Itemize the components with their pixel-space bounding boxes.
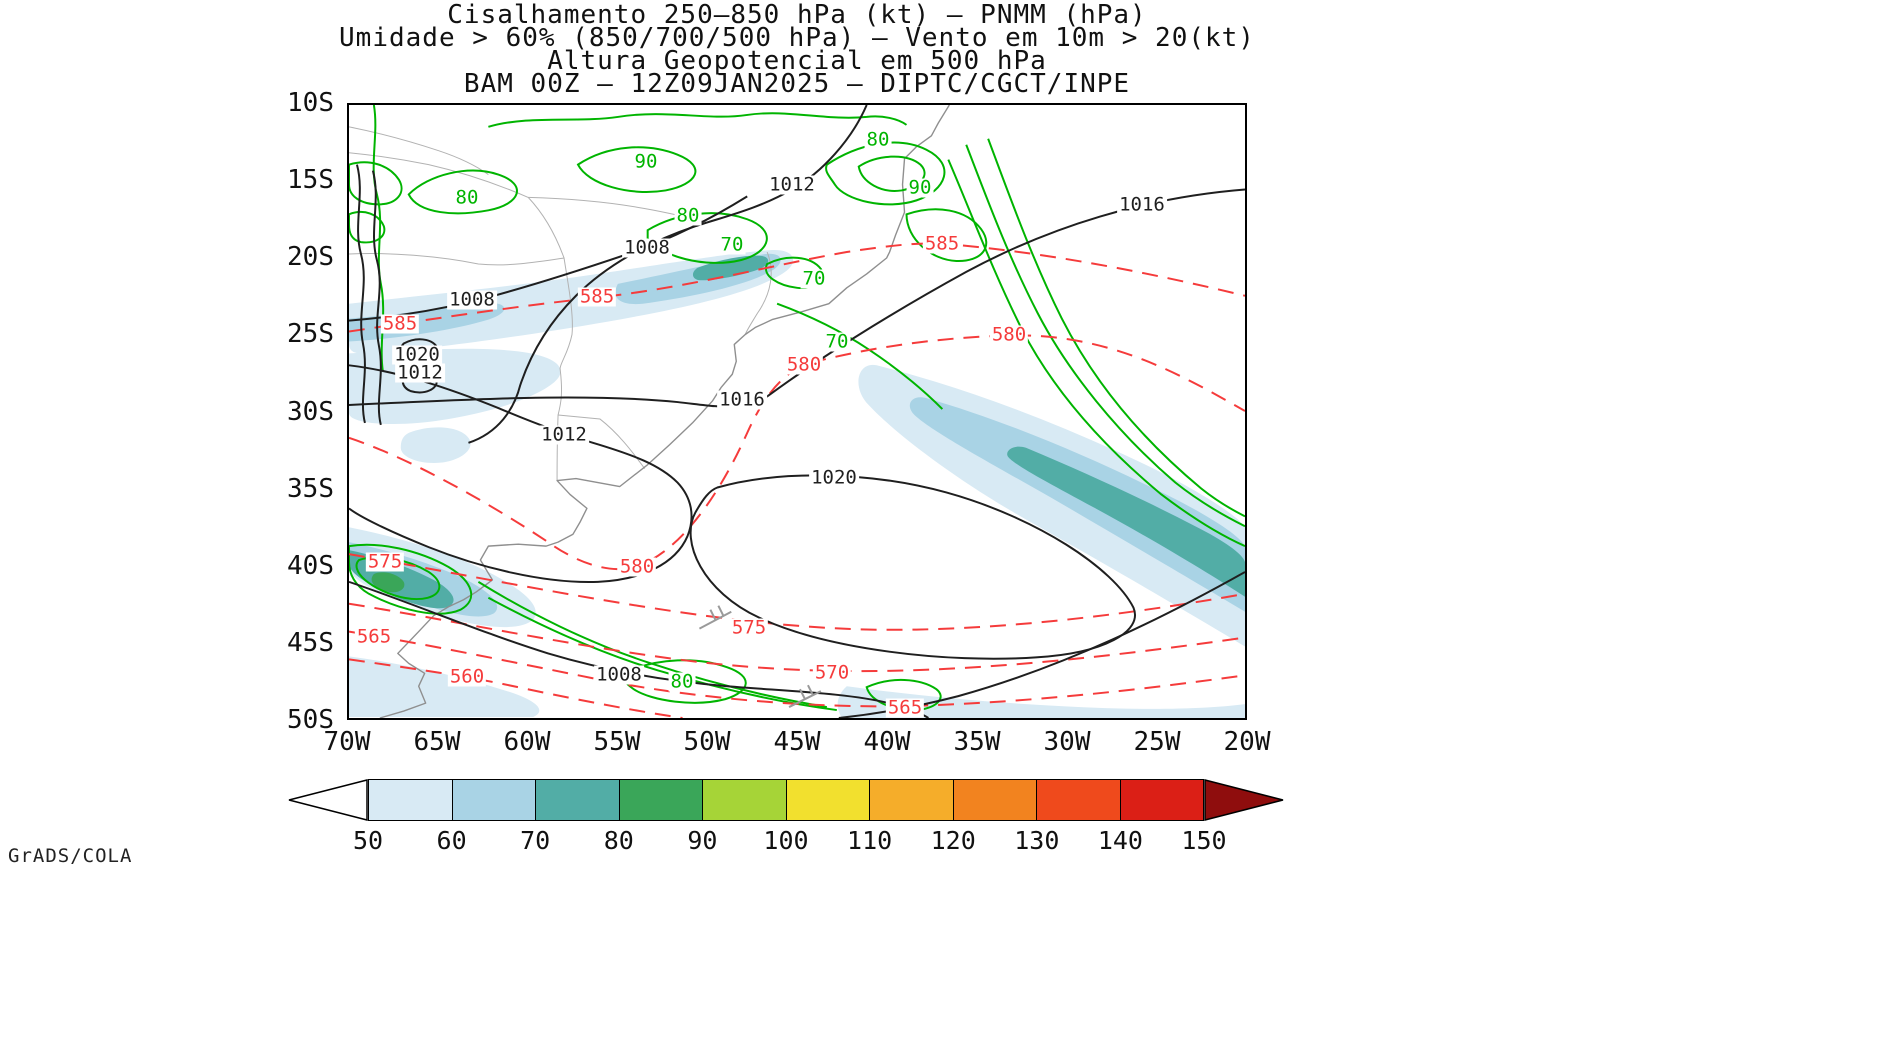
contour-label-geopotential: 585 <box>577 285 617 308</box>
lon-tick-label: 65W <box>413 727 461 757</box>
colorbar-tick-label: 100 <box>763 826 809 855</box>
contour-label-humidity_shear: 70 <box>800 267 828 290</box>
contour-label-pnmm: 1008 <box>594 663 644 686</box>
contour-label-pnmm: 1008 <box>447 288 497 311</box>
contour-label-humidity_shear: 80 <box>674 204 702 227</box>
colorbar-cell <box>702 779 787 821</box>
contour-label-humidity_shear: 90 <box>906 176 934 199</box>
colorbar-tick-label: 110 <box>847 826 893 855</box>
lat-tick-label: 25S <box>287 319 334 350</box>
lat-tick-label: 35S <box>287 473 334 504</box>
colorbar-tick-label: 150 <box>1181 826 1227 855</box>
lon-tick-label: 30W <box>1043 727 1091 757</box>
pnmm-contours <box>349 105 1245 718</box>
colorbar: 50 60 70 80 90 100 110 120 130 140 150 <box>287 779 1285 879</box>
colorbar-cell <box>1036 779 1121 821</box>
contour-label-geopotential: 575 <box>729 616 769 639</box>
contour-label-humidity_shear: 80 <box>864 128 892 151</box>
colorbar-cells <box>368 779 1204 821</box>
contour-label-humidity_shear: 70 <box>718 233 746 256</box>
colorbar-cell <box>869 779 954 821</box>
lon-tick-label: 55W <box>593 727 641 757</box>
lon-tick-label: 70W <box>323 727 371 757</box>
colorbar-tick-label: 120 <box>930 826 976 855</box>
lat-tick-label: 50S <box>287 705 334 735</box>
contour-label-pnmm: 1012 <box>767 173 817 196</box>
colorbar-tick-label: 130 <box>1014 826 1060 855</box>
colorbar-cell <box>451 779 536 821</box>
lon-axis: 70W 65W 60W 55W 50W 45W 40W 35W 30W 25W 20W <box>324 727 1271 761</box>
lat-axis: 10S 15S 20S 25S 30S 35S 40S 45S 50S <box>238 88 338 735</box>
colorbar-right-arrow <box>1204 779 1284 821</box>
contour-label-geopotential: 560 <box>447 665 487 688</box>
colorbar-cell <box>368 779 453 821</box>
lon-tick-label: 25W <box>1133 727 1181 757</box>
coastline <box>379 105 950 718</box>
contour-label-layer: 1016 1012 1008 1008 1020 1012 1012 1016 1020 1008… <box>349 105 1245 718</box>
colorbar-tick-label: 70 <box>520 826 551 855</box>
lat-tick-label: 15S <box>287 165 334 196</box>
colorbar-left-arrow <box>288 779 368 821</box>
colorbar-cell <box>785 779 870 821</box>
contour-label-geopotential: 570 <box>812 661 852 684</box>
colorbar-tick-label: 80 <box>603 826 634 855</box>
contour-label-geopotential: 585 <box>380 312 420 335</box>
lon-tick-label: 60W <box>503 727 551 757</box>
contour-label-geopotential: 565 <box>354 625 394 648</box>
colorbar-tick-label: 60 <box>436 826 467 855</box>
title-line-4: BAM 00Z – 12Z09JAN2025 – DIPTC/CGCT/INPE <box>463 69 1131 99</box>
colorbar-cell <box>952 779 1037 821</box>
chart-titles: Cisalhamento 250–850 hPa (kt) – PNMM (hP… <box>297 0 1297 99</box>
contour-label-geopotential: 580 <box>617 555 657 578</box>
contour-label-pnmm: 1020 <box>809 466 859 489</box>
contour-label-pnmm: 1012 <box>539 423 589 446</box>
lat-tick-label: 40S <box>287 550 334 581</box>
contour-label-pnmm: 1012 <box>395 361 445 384</box>
colorbar-tick-label: 140 <box>1097 826 1143 855</box>
title-line-3: Altura Geopotencial em 500 hPa <box>547 46 1047 76</box>
contour-label-geopotential: 565 <box>885 696 925 719</box>
title-line-1: Cisalhamento 250–850 hPa (kt) – PNMM (hP… <box>447 0 1147 30</box>
contour-label-pnmm: 1016 <box>717 388 767 411</box>
lon-tick-label: 50W <box>683 727 731 757</box>
contour-label-humidity_shear: 90 <box>632 150 660 173</box>
lat-tick-label: 45S <box>287 627 334 658</box>
title-line-2: Umidade > 60% (850/700/500 hPa) – Vento … <box>339 23 1255 53</box>
contour-label-humidity_shear: 70 <box>823 330 851 353</box>
colorbar-cell <box>535 779 620 821</box>
contour-label-pnmm: 1020 <box>392 343 442 366</box>
colorbar-cell <box>1119 779 1204 821</box>
lon-tick-label: 45W <box>773 727 821 757</box>
lat-tick-label: 30S <box>287 396 334 427</box>
contour-label-pnmm: 1008 <box>622 236 672 259</box>
colorbar-tick-label: 50 <box>352 826 384 855</box>
contour-label-humidity_shear: 80 <box>668 670 696 693</box>
lon-tick-label: 20W <box>1223 727 1271 757</box>
wind-barbs <box>698 605 822 708</box>
geopotential-contours <box>349 242 1245 718</box>
contour-label-pnmm: 1016 <box>1117 193 1167 216</box>
grads-watermark: GrADS/COLA <box>8 845 133 867</box>
lon-tick-label: 40W <box>863 727 911 757</box>
contour-label-geopotential: 580 <box>784 353 824 376</box>
contour-label-geopotential: 585 <box>922 232 962 255</box>
contour-label-geopotential: 580 <box>989 323 1029 346</box>
contour-label-geopotential: 575 <box>365 550 405 573</box>
map-plot: 1016 1012 1008 1008 1020 1012 1012 1016 1020 1008… <box>347 103 1247 720</box>
lon-tick-label: 35W <box>953 727 1001 757</box>
colorbar-tick-label: 90 <box>687 826 718 855</box>
contour-label-humidity_shear: 80 <box>453 186 481 209</box>
lat-tick-label: 20S <box>287 242 334 273</box>
lat-tick-label: 10S <box>287 88 334 118</box>
colorbar-cell <box>618 779 703 821</box>
